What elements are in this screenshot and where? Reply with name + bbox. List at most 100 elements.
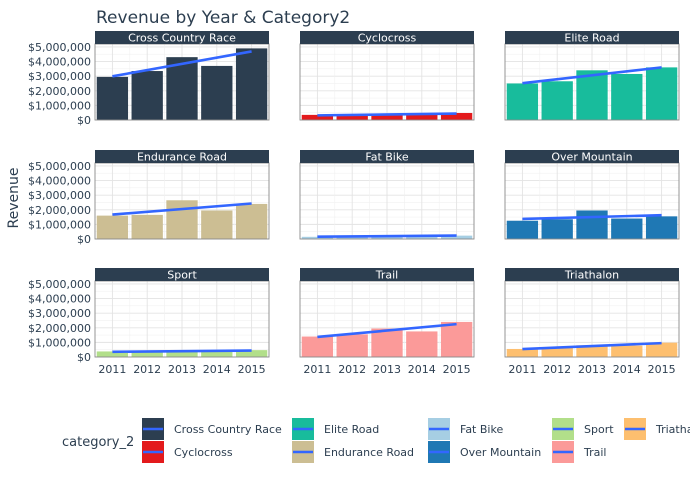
bar-trail-2011 — [301, 336, 334, 357]
x-tick-label: 2011 — [98, 363, 126, 376]
facet-strip-label-fat-bike: Fat Bike — [365, 151, 408, 164]
facet-strip-sport — [95, 268, 269, 281]
facet-strip-trail — [300, 268, 474, 281]
x-tick-label: 2011 — [303, 363, 331, 376]
y-axis-title: Revenue — [6, 168, 22, 229]
y-tick-label: $4,000,000 — [28, 56, 91, 69]
y-tick-label: $2,000,000 — [28, 204, 91, 217]
y-tick-label: $1,000,000 — [28, 218, 91, 231]
y-tick-label: $1,000,000 — [28, 336, 91, 349]
legend-label-trail: Trail — [583, 446, 606, 459]
facet-strip-fat-bike — [300, 150, 474, 163]
bar-cross-country-race-2012 — [131, 71, 163, 120]
y-tick-label: $4,000,000 — [28, 293, 91, 306]
bar-fat-bike-2014 — [406, 236, 438, 239]
facet-strip-cyclocross — [300, 31, 474, 44]
facet-strip-elite-road — [505, 31, 679, 44]
bar-trail-2015 — [440, 321, 473, 357]
facet-strip-label-trail: Trail — [375, 269, 398, 282]
bar-sport-2013 — [166, 351, 198, 357]
facet-strip-label-cross-country-race: Cross Country Race — [128, 32, 236, 45]
bar-elite-road-2011 — [506, 83, 539, 120]
legend: category_2 Cross Country Race Cyclocross E… — [62, 418, 690, 463]
y-tick-label: $3,000,000 — [28, 307, 91, 320]
bar-cross-country-race-2015 — [235, 48, 268, 121]
y-tick-label: $0 — [77, 233, 91, 246]
bar-triathalon-2013 — [576, 345, 608, 357]
bar-endurance-road-2013 — [166, 200, 198, 239]
legend-label-endurance-road: Endurance Road — [324, 446, 414, 459]
y-tick-label: $1,000,000 — [28, 99, 91, 112]
legend-label-triathalon: Triathalon — [655, 423, 690, 436]
x-tick-label: 2015 — [443, 363, 471, 376]
trend-line-fat-bike — [317, 234, 457, 238]
facet-strip-endurance-road — [95, 150, 269, 163]
y-tick-label: $5,000,000 — [28, 278, 91, 291]
y-tick-label: $0 — [77, 114, 91, 127]
bar-elite-road-2015 — [645, 67, 678, 120]
facet-strip-cross-country-race — [95, 31, 269, 44]
bar-elite-road-2013 — [576, 70, 608, 120]
trend-line-endurance-road — [112, 202, 252, 216]
bar-over-mountain-2012 — [541, 219, 573, 239]
legend-label-cross-country-race: Cross Country Race — [174, 423, 282, 436]
facet-strip-label-cyclocross: Cyclocross — [358, 32, 417, 45]
y-tick-label: $2,000,000 — [28, 85, 91, 98]
facet-strip-label-over-mountain: Over Mountain — [551, 151, 632, 164]
x-tick-label: 2013 — [373, 363, 401, 376]
x-tick-label: 2011 — [508, 363, 536, 376]
x-tick-label: 2012 — [133, 363, 161, 376]
bar-triathalon-2011 — [506, 348, 539, 357]
trend-line-cross-country-race — [112, 50, 252, 78]
legend-label-fat-bike: Fat Bike — [460, 423, 503, 436]
bar-endurance-road-2012 — [131, 214, 163, 239]
x-tick-label: 2014 — [613, 363, 641, 376]
bar-elite-road-2014 — [611, 73, 643, 120]
chart-title: Revenue by Year & Category2 — [96, 8, 350, 28]
trend-line-elite-road — [522, 66, 662, 85]
facet-strip-label-sport: Sport — [167, 269, 197, 282]
x-tick-label: 2014 — [408, 363, 436, 376]
bar-trail-2013 — [371, 328, 403, 357]
legend-label-cyclocross: Cyclocross — [174, 446, 233, 459]
trend-line-trail — [317, 322, 457, 339]
trend-line-sport — [112, 349, 252, 354]
x-tick-label: 2015 — [648, 363, 676, 376]
y-tick-label: $4,000,000 — [28, 175, 91, 188]
facet-strip-label-elite-road: Elite Road — [564, 32, 619, 45]
bar-over-mountain-2014 — [611, 218, 643, 239]
bar-endurance-road-2014 — [201, 210, 233, 239]
bar-cyclocross-2012 — [336, 115, 368, 120]
bar-fat-bike-2012 — [336, 236, 368, 239]
facet-strip-label-triathalon: Triathalon — [564, 269, 619, 282]
bar-sport-2015 — [235, 350, 268, 357]
bar-sport-2012 — [131, 351, 163, 357]
legend-title: category_2 — [62, 435, 134, 450]
trend-line-triathalon — [522, 341, 662, 351]
facet-strip-triathalon — [505, 268, 679, 281]
y-tick-label: $3,000,000 — [28, 70, 91, 83]
y-tick-label: $0 — [77, 351, 91, 364]
bar-triathalon-2014 — [611, 345, 643, 357]
facet-panels: Cross Country Race$0$1,000,000$2,000,000… — [28, 31, 680, 376]
bar-cyclocross-2011 — [301, 114, 334, 120]
bar-trail-2012 — [336, 334, 368, 357]
bar-trail-2014 — [406, 331, 438, 357]
bar-sport-2011 — [96, 351, 129, 357]
bar-over-mountain-2011 — [506, 220, 539, 239]
y-tick-label: $3,000,000 — [28, 189, 91, 202]
x-tick-label: 2014 — [203, 363, 231, 376]
bar-over-mountain-2015 — [645, 216, 678, 239]
y-tick-label: $5,000,000 — [28, 160, 91, 173]
bar-fat-bike-2011 — [301, 236, 334, 239]
legend-label-sport: Sport — [584, 423, 614, 436]
bar-cyclocross-2013 — [371, 114, 403, 120]
x-tick-label: 2013 — [578, 363, 606, 376]
facet-strip-over-mountain — [505, 150, 679, 163]
bar-endurance-road-2011 — [96, 215, 129, 239]
bar-cross-country-race-2013 — [166, 57, 198, 120]
x-tick-label: 2012 — [338, 363, 366, 376]
bar-sport-2014 — [201, 351, 233, 357]
bar-cyclocross-2014 — [406, 114, 438, 120]
legend-label-over-mountain: Over Mountain — [460, 446, 541, 459]
